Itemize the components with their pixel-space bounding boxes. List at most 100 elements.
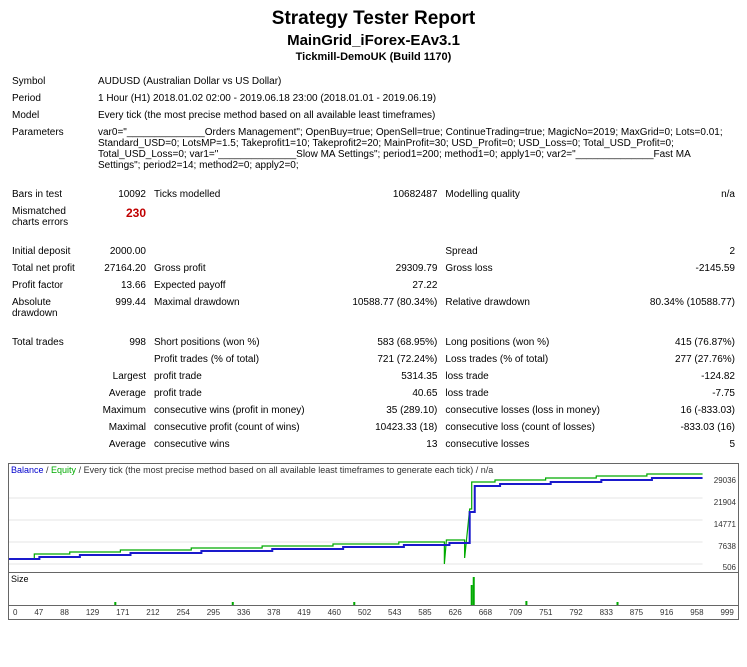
x-tick: 833 xyxy=(600,608,613,617)
ticks-label: Ticks modelled xyxy=(150,186,325,203)
netprofit-label: Total net profit xyxy=(8,260,94,277)
x-tick: 47 xyxy=(34,608,43,617)
grossloss-label: Gross loss xyxy=(441,260,619,277)
avg-label: Average xyxy=(94,385,150,402)
absdd-value: 999.44 xyxy=(94,294,150,322)
x-tick: 0 xyxy=(13,608,17,617)
acl-value: 5 xyxy=(620,436,739,453)
spread-label: Spread xyxy=(441,243,619,260)
size-label: Size xyxy=(11,574,29,584)
ltrades-value: 277 (27.76%) xyxy=(620,351,739,368)
balance-chart: Balance / Equity / Every tick (the most … xyxy=(8,463,739,606)
x-tick: 875 xyxy=(630,608,643,617)
long-label: Long positions (won %) xyxy=(441,334,619,351)
mcl-label: consecutive losses (loss in money) xyxy=(441,402,619,419)
apt-value: 40.65 xyxy=(325,385,441,402)
quality-label: Modelling quality xyxy=(441,186,619,203)
x-tick: 709 xyxy=(509,608,522,617)
x-tick: 171 xyxy=(116,608,129,617)
report-subtitle: MainGrid_iForex-EAv3.1 xyxy=(8,32,739,49)
x-tick: 212 xyxy=(146,608,159,617)
model-value: Every tick (the most precise method base… xyxy=(94,107,739,124)
x-tick: 999 xyxy=(720,608,733,617)
reldd-value: 80.34% (10588.77) xyxy=(620,294,739,322)
netprofit-value: 27164.20 xyxy=(94,260,150,277)
max-label: Maximum xyxy=(94,402,150,419)
spread-value: 2 xyxy=(620,243,739,260)
params-label: Parameters xyxy=(8,124,94,174)
bars-value: 10092 xyxy=(94,186,150,203)
ltrades-label: Loss trades (% of total) xyxy=(441,351,619,368)
x-tick: 254 xyxy=(177,608,190,617)
long-value: 415 (76.87%) xyxy=(620,334,739,351)
x-tick: 336 xyxy=(237,608,250,617)
maxdd-value: 10588.77 (80.34%) xyxy=(325,294,441,322)
x-tick: 543 xyxy=(388,608,401,617)
x-tick: 88 xyxy=(60,608,69,617)
ptrades-value: 721 (72.24%) xyxy=(325,351,441,368)
acw-value: 13 xyxy=(325,436,441,453)
maximal-label: Maximal xyxy=(94,419,150,436)
legend-rest: Every tick (the most precise method base… xyxy=(84,465,494,475)
llt-value: -124.82 xyxy=(620,368,739,385)
x-tick: 916 xyxy=(660,608,673,617)
symbol-label: Symbol xyxy=(8,73,94,90)
short-label: Short positions (won %) xyxy=(150,334,325,351)
chart-svg xyxy=(9,464,738,572)
x-tick: 295 xyxy=(207,608,220,617)
ticks-value: 10682487 xyxy=(325,186,441,203)
gross-value: 29309.79 xyxy=(325,260,441,277)
period-value: 1 Hour (H1) 2018.01.02 02:00 - 2019.06.1… xyxy=(94,90,739,107)
legend-equity: Equity xyxy=(51,465,76,475)
mclp-label: consecutive loss (count of losses) xyxy=(441,419,619,436)
largest-label: Largest xyxy=(94,368,150,385)
report-header: Strategy Tester Report MainGrid_iForex-E… xyxy=(8,8,739,63)
initdep-label: Initial deposit xyxy=(8,243,94,260)
alt-value: -7.75 xyxy=(620,385,739,402)
y-tick: 506 xyxy=(723,563,736,572)
mcp-label: consecutive profit (count of wins) xyxy=(150,419,325,436)
x-tick: 958 xyxy=(690,608,703,617)
mismatched-value: 230 xyxy=(94,203,150,231)
alt-label: loss trade xyxy=(441,385,619,402)
y-tick: 21904 xyxy=(714,498,736,507)
pf-value: 13.66 xyxy=(94,277,150,294)
reldd-label: Relative drawdown xyxy=(441,294,619,322)
x-tick: 668 xyxy=(479,608,492,617)
lpt-label: profit trade xyxy=(150,368,325,385)
x-tick: 378 xyxy=(267,608,280,617)
report-table: Symbol AUDUSD (Australian Dollar vs US D… xyxy=(8,73,739,453)
tottrades-value: 998 xyxy=(94,334,150,351)
x-tick: 792 xyxy=(569,608,582,617)
mismatched-label: Mismatched charts errors xyxy=(8,203,94,231)
x-tick: 626 xyxy=(448,608,461,617)
ep-value: 27.22 xyxy=(325,277,441,294)
x-tick: 129 xyxy=(86,608,99,617)
ptrades-label: Profit trades (% of total) xyxy=(150,351,325,368)
report-title: Strategy Tester Report xyxy=(8,8,739,30)
grossloss-value: -2145.59 xyxy=(620,260,739,277)
x-tick: 460 xyxy=(328,608,341,617)
params-value: var0="______________Orders Management"; … xyxy=(94,124,739,174)
lpt-value: 5314.35 xyxy=(325,368,441,385)
bars-label: Bars in test xyxy=(8,186,94,203)
pf-label: Profit factor xyxy=(8,277,94,294)
y-tick: 7638 xyxy=(718,542,736,551)
x-tick: 751 xyxy=(539,608,552,617)
chart-legend: Balance / Equity / Every tick (the most … xyxy=(11,465,493,475)
mcl-value: 16 (-833.03) xyxy=(620,402,739,419)
initdep-value: 2000.00 xyxy=(94,243,150,260)
mcw-value: 35 (289.10) xyxy=(325,402,441,419)
y-tick: 14771 xyxy=(714,520,736,529)
absdd-label: Absolute drawdown xyxy=(8,294,94,322)
apt-label: profit trade xyxy=(150,385,325,402)
quality-value: n/a xyxy=(620,186,739,203)
x-axis: 0478812917121225429533637841946050254358… xyxy=(8,606,739,620)
y-tick: 29036 xyxy=(714,476,736,485)
mcw-label: consecutive wins (profit in money) xyxy=(150,402,325,419)
symbol-value: AUDUSD (Australian Dollar vs US Dollar) xyxy=(94,73,739,90)
legend-balance: Balance xyxy=(11,465,44,475)
period-label: Period xyxy=(8,90,94,107)
size-svg xyxy=(9,573,738,605)
tottrades-label: Total trades xyxy=(8,334,94,351)
